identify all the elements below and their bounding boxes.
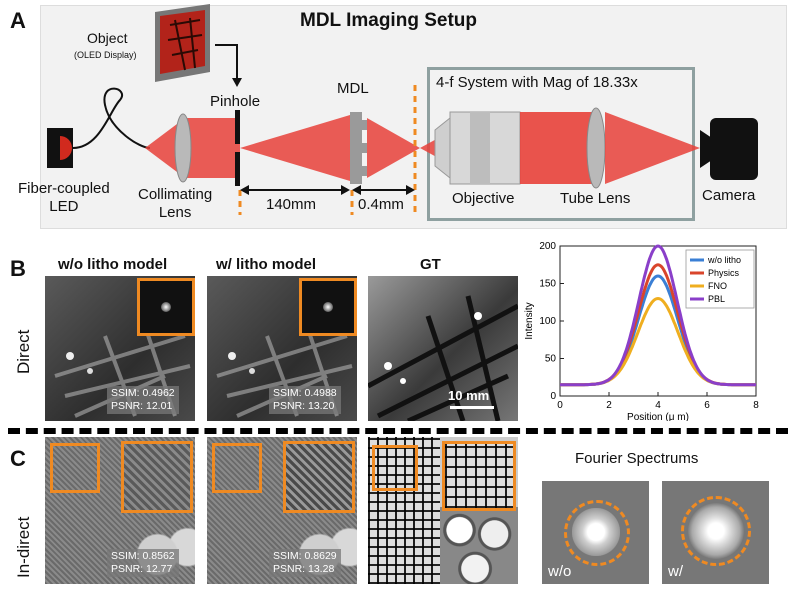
x-tick-label: 2 [606, 400, 612, 411]
scale-bar [450, 406, 494, 409]
metrics-indirect-w-litho: SSIM: 0.8629 PSNR: 13.28 [269, 549, 341, 577]
col-header-gt: GT [420, 256, 441, 273]
fourier-spectrum-w: w/ [662, 481, 769, 584]
section-divider [8, 428, 788, 434]
legend-label: PBL [708, 294, 725, 304]
led-icon [47, 128, 73, 168]
tube-lens-label: Tube Lens [560, 190, 631, 207]
indirect-image-w-litho: SSIM: 0.8629 PSNR: 13.28 [207, 437, 357, 584]
led-label: Fiber-coupled LED [18, 180, 110, 215]
fourier-label-wo: w/o [548, 563, 572, 580]
camera-icon [700, 118, 758, 180]
pinhole-bottom [235, 152, 240, 186]
y-tick-label: 200 [539, 241, 556, 252]
mdl-label: MDL [337, 80, 369, 97]
panel-c-letter: C [10, 446, 26, 471]
zoom-box-wo-litho [50, 443, 100, 493]
mdl-icon [350, 112, 367, 184]
metrics-direct-wo-litho: SSIM: 0.4962 PSNR: 12.01 [107, 386, 179, 414]
direct-image-gt: 10 mm [368, 276, 518, 421]
zoom-box-w-litho [212, 443, 262, 493]
fiber-icon [72, 87, 151, 149]
x-axis-label: Position (μ m) [627, 412, 689, 421]
col-header-wo-litho: w/o litho model [58, 256, 168, 273]
setup-diagram [47, 4, 758, 215]
direct-image-wo-litho: SSIM: 0.4962 PSNR: 12.01 [45, 276, 195, 421]
y-tick-label: 50 [545, 354, 557, 365]
indirect-image-wo-litho: SSIM: 0.8562 PSNR: 12.77 [45, 437, 195, 584]
series-line-pbl [560, 244, 756, 387]
tube-lens-icon [586, 107, 606, 189]
y-tick-label: 100 [539, 316, 556, 327]
objective-label: Objective [452, 190, 515, 207]
psf-inset-wo-litho [137, 278, 195, 336]
x-tick-label: 4 [655, 400, 661, 411]
intensity-chart: 0 2 4 6 8 0 50 100 150 200 Position (μ m) Intensity… [524, 241, 759, 421]
zoom-box-gt [372, 445, 418, 491]
distance-140mm: 140mm [266, 196, 317, 213]
psf-inset-w-litho [299, 278, 357, 336]
col-header-w-litho: w/ litho model [216, 256, 316, 273]
setup-title: MDL Imaging Setup [300, 10, 477, 31]
distance-04mm: 0.4mm [358, 196, 404, 213]
x-tick-label: 8 [753, 400, 759, 411]
direct-row-label: Direct [14, 329, 33, 374]
pinhole-top [235, 110, 240, 144]
legend-label: w/o litho [707, 255, 741, 265]
fourier-title: Fourier Spectrums [575, 450, 699, 467]
panel-b-letter: B [10, 256, 26, 281]
collimating-lens-label: Collimating Lens [138, 186, 213, 221]
fourier-spectrum-wo: w/o [542, 481, 649, 584]
zoom-inset-w-litho [283, 441, 355, 513]
legend-label: Physics [708, 268, 740, 278]
direct-image-w-litho: SSIM: 0.4988 PSNR: 13.20 [207, 276, 357, 421]
indirect-row-label: In-direct [14, 516, 33, 578]
scale-bar-label: 10 mm [448, 388, 490, 403]
series-line-fno [560, 296, 756, 387]
objective-icon [434, 111, 521, 185]
fourier-label-w: w/ [668, 563, 683, 580]
pinhole-label: Pinhole [210, 93, 261, 110]
metrics-indirect-wo-litho: SSIM: 0.8562 PSNR: 12.77 [107, 549, 179, 577]
x-tick-label: 0 [557, 400, 563, 411]
collimating-lens-icon [174, 113, 192, 183]
y-tick-label: 150 [539, 279, 556, 290]
metrics-direct-w-litho: SSIM: 0.4988 PSNR: 13.20 [269, 386, 341, 414]
x-tick-label: 6 [704, 400, 710, 411]
indirect-image-gt [368, 437, 518, 584]
y-tick-label: 0 [550, 391, 556, 402]
zoom-inset-gt [442, 441, 516, 511]
camera-label: Camera [702, 187, 756, 204]
oled-display-icon [155, 4, 210, 82]
object-label: Object [87, 30, 128, 46]
zoom-inset-wo-litho [121, 441, 193, 513]
panel-a-letter: A [10, 8, 26, 33]
y-axis-label: Intensity [524, 302, 535, 339]
object-sublabel: (OLED Display) [74, 50, 137, 60]
legend-label: FNO [708, 281, 727, 291]
four-f-system-label: 4-f System with Mag of 18.33x [436, 74, 638, 91]
